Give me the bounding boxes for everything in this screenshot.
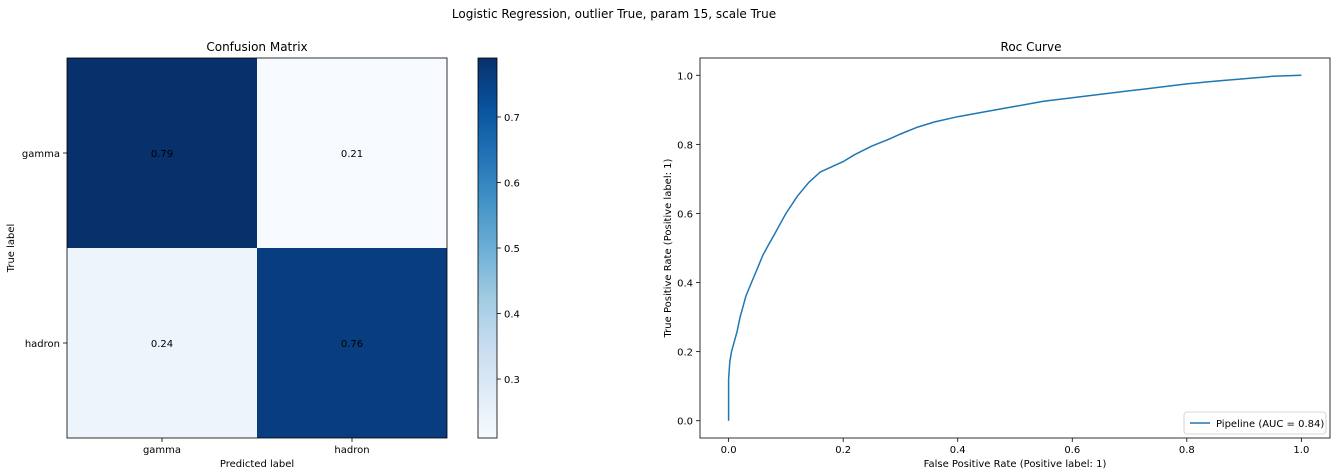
cm-cell-0-1 (257, 58, 447, 248)
cm-cell-1-1 (257, 248, 447, 438)
colorbar: 0.3 0.4 0.5 0.6 0.7 (477, 57, 520, 439)
roc-legend: Pipeline (AUC = 0.84) (1183, 411, 1327, 435)
roc-panel: Roc Curve 0.0 0.2 0.4 0.6 0.8 1.0 0.0 0.2 0.4 0.6… (663, 40, 1331, 470)
roc-xtick-label: 0.4 (950, 445, 966, 456)
roc-ytick-label: 0.0 (677, 417, 693, 428)
legend-box (1183, 411, 1327, 435)
cm-cell-1-0 (67, 248, 257, 438)
cm-ytick-label: hadron (25, 339, 60, 350)
colorbar-gradient (477, 57, 498, 439)
roc-xtick-label: 0.8 (1179, 445, 1195, 456)
roc-xtick-label: 0.2 (835, 445, 851, 456)
colorbar-tick-label: 0.7 (504, 113, 520, 124)
cm-ytick-label: gamma (22, 149, 60, 160)
cm-xtick-label: gamma (143, 445, 181, 456)
roc-ytick-label: 0.4 (677, 279, 693, 290)
roc-ytick-label: 0.2 (677, 348, 693, 359)
figure-suptitle: Logistic Regression, outlier True, param… (452, 7, 776, 21)
cm-cell-0-0 (67, 58, 257, 248)
roc-ytick-label: 1.0 (677, 71, 693, 82)
roc-ylabel: True Positive Rate (Positive label: 1) (663, 158, 674, 338)
roc-axes-frame (699, 57, 1331, 439)
roc-xlabel: False Positive Rate (Positive label: 1) (924, 459, 1107, 470)
cm-cell-value-1-1: 0.76 (341, 339, 363, 350)
cm-cell-value-1-0: 0.24 (151, 339, 173, 350)
roc-title: Roc Curve (1001, 40, 1062, 54)
colorbar-tick-label: 0.5 (504, 244, 520, 255)
roc-series-line (727, 74, 1302, 421)
roc-xtick-label: 0.0 (721, 445, 737, 456)
confusion-matrix-frame (66, 57, 448, 439)
roc-xtick-label: 1.0 (1293, 445, 1309, 456)
roc-xtick-label: 0.6 (1064, 445, 1080, 456)
confusion-matrix-panel: Confusion Matrix 0.79 0.21 0.24 0.76 gamma h… (6, 40, 448, 470)
roc-ytick-label: 0.8 (677, 140, 693, 151)
legend-label: Pipeline (AUC = 0.84) (1216, 419, 1324, 430)
colorbar-tick-label: 0.6 (504, 178, 520, 189)
cm-xtick-label: hadron (334, 445, 369, 456)
colorbar-tick-label: 0.4 (504, 310, 520, 321)
confusion-matrix-ylabel: True label (6, 224, 17, 274)
cm-cell-value-0-0: 0.79 (151, 149, 173, 160)
colorbar-tick-label: 0.3 (504, 375, 520, 386)
cm-cell-value-0-1: 0.21 (341, 149, 363, 160)
confusion-matrix-xlabel: Predicted label (220, 459, 294, 470)
confusion-matrix-title: Confusion Matrix (206, 40, 307, 54)
roc-ytick-label: 0.6 (677, 209, 693, 220)
